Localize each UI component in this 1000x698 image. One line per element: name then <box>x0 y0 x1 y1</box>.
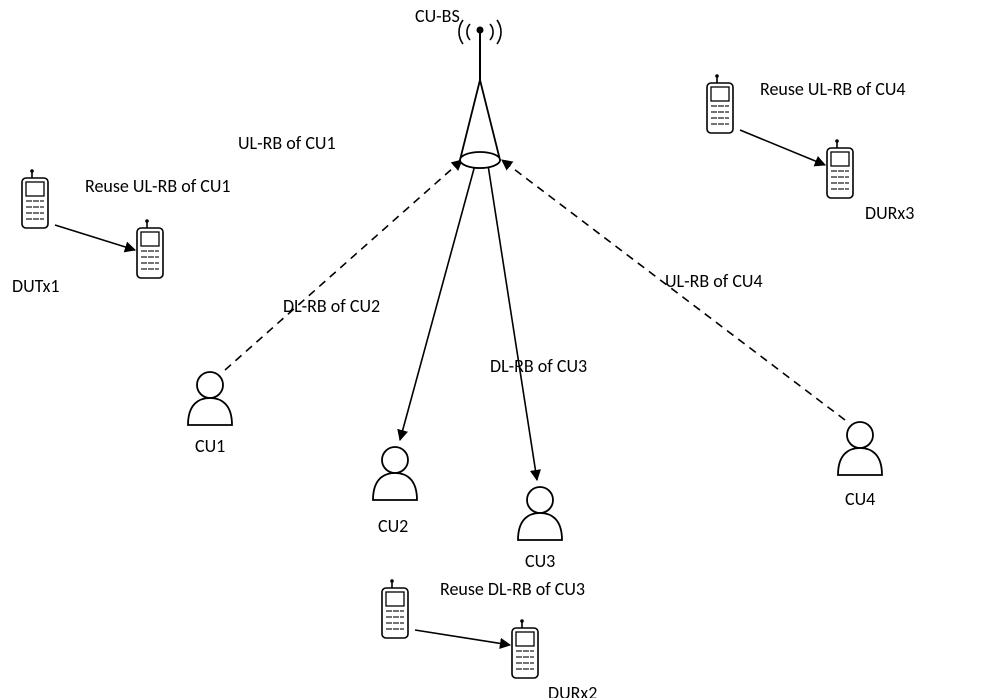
label-cu2: CU2 <box>378 515 408 537</box>
node-durx3_b <box>827 139 853 198</box>
label-reuse-cu1: Reuse UL-RB of CU1 <box>85 175 231 197</box>
label-cu3: CU3 <box>525 550 555 572</box>
label-ul-rb-cu1: UL-RB of CU1 <box>238 132 336 154</box>
node-cu4 <box>838 422 882 475</box>
node-cu3 <box>518 487 562 540</box>
label-dutx1: DUTx1 <box>12 275 60 297</box>
label-durx2: DURx2 <box>548 682 597 698</box>
label-reuse-cu3: Reuse DL-RB of CU3 <box>440 578 585 600</box>
label-cu1: CU1 <box>195 435 225 457</box>
edge-durx3_a-durx3_b <box>740 130 825 165</box>
node-durx3_a <box>707 74 733 133</box>
label-cu4: CU4 <box>845 488 875 510</box>
node-dutx1_a <box>22 169 48 228</box>
edge-bs-cu2 <box>400 165 475 440</box>
label-cu-bs: CU-BS <box>415 5 460 27</box>
edge-dutx1_a-dutx1_b <box>55 225 135 250</box>
edge-bs-cu3 <box>488 165 537 480</box>
label-durx3: DURx3 <box>865 202 914 224</box>
node-durx2_b <box>512 619 538 678</box>
label-dl-rb-cu2: DL-RB of CU2 <box>283 295 380 317</box>
node-durx2_a <box>382 579 408 638</box>
node-cu2 <box>373 447 417 500</box>
label-ul-rb-cu4: UL-RB of CU4 <box>665 270 763 292</box>
edge-cu1-bs <box>225 160 462 370</box>
node-bs <box>459 20 501 168</box>
edge-durx2_a-durx2_b <box>415 630 510 645</box>
label-dl-rb-cu3: DL-RB of CU3 <box>490 355 587 377</box>
node-dutx1_b <box>137 219 163 278</box>
label-reuse-cu4: Reuse UL-RB of CU4 <box>760 78 906 100</box>
node-cu1 <box>188 372 232 425</box>
